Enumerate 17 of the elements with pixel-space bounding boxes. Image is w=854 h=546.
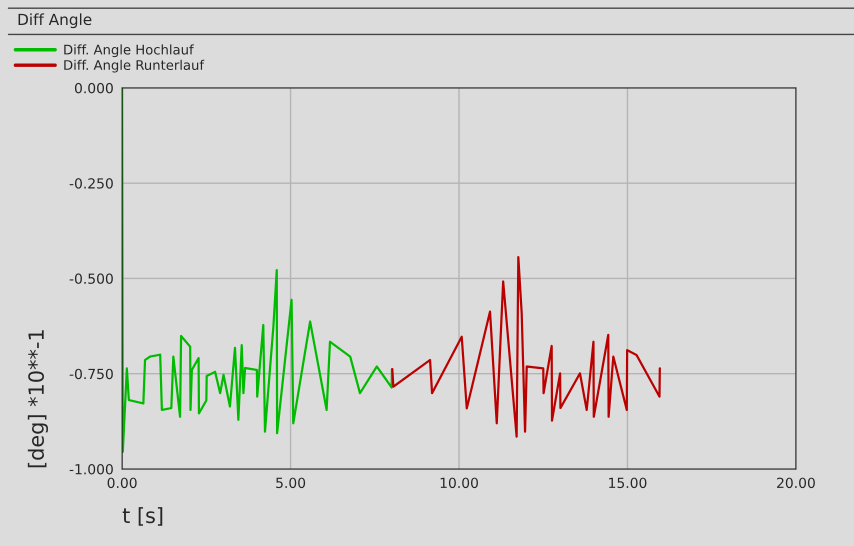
x-axis-title: t [s]	[122, 507, 162, 526]
x-tick-label: 0.00	[108, 478, 137, 488]
line-series	[391, 256, 661, 438]
y-tick-label: -0.500	[70, 273, 113, 284]
chart-title: Diff Angle	[18, 13, 92, 28]
y-tick-label: -0.750	[70, 368, 113, 380]
y-tick-label: 0.000	[74, 82, 113, 94]
x-tick-label: 5.00	[276, 478, 306, 488]
y-tick-label: -1.000	[70, 464, 113, 474]
x-tick-label: 15.00	[609, 478, 646, 488]
line-series	[122, 88, 394, 453]
y-axis-title: [deg] *10**-1	[28, 330, 48, 468]
legend-label: Diff. Angle Hochlauf	[64, 44, 194, 58]
x-tick-label: 20.00	[777, 478, 815, 488]
y-tick-label: -0.250	[70, 178, 113, 189]
legend-label: Diff. Angle Runterlauf	[64, 60, 204, 73]
x-tick-label: 10.00	[440, 478, 478, 488]
